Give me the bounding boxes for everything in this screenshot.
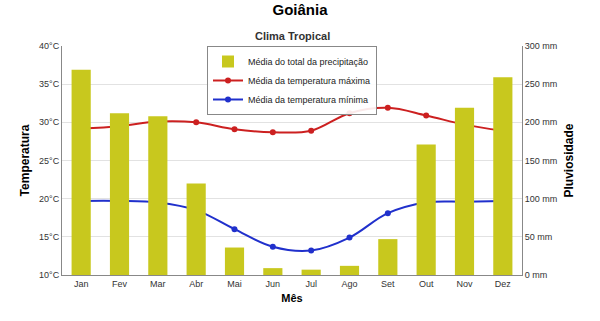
svg-text:Média da temperatura mínima: Média da temperatura mínima	[248, 95, 368, 105]
svg-text:200 mm: 200 mm	[525, 117, 558, 127]
svg-text:Média da temperatura máxima: Média da temperatura máxima	[248, 76, 370, 86]
svg-text:Ago: Ago	[341, 279, 357, 289]
svg-text:Out: Out	[419, 279, 434, 289]
svg-text:Abr: Abr	[189, 279, 203, 289]
svg-text:25°C: 25°C	[39, 156, 60, 166]
svg-text:Dez: Dez	[495, 279, 512, 289]
svg-text:Clima Tropical: Clima Tropical	[255, 30, 330, 42]
svg-text:Temperatura: Temperatura	[18, 124, 32, 196]
svg-text:Mar: Mar	[150, 279, 166, 289]
svg-text:15°C: 15°C	[39, 232, 60, 242]
svg-text:Média do total da precipitação: Média do total da precipitação	[248, 57, 368, 67]
svg-text:Mai: Mai	[227, 279, 242, 289]
svg-text:0 mm: 0 mm	[525, 270, 548, 280]
svg-text:300 mm: 300 mm	[525, 41, 558, 51]
svg-text:Fev: Fev	[112, 279, 128, 289]
svg-text:10°C: 10°C	[39, 270, 60, 280]
svg-text:50 mm: 50 mm	[525, 232, 553, 242]
svg-text:Mês: Mês	[281, 292, 302, 304]
svg-text:Pluviosidade: Pluviosidade	[562, 123, 576, 197]
svg-text:30°C: 30°C	[39, 117, 60, 127]
svg-text:250 mm: 250 mm	[525, 79, 558, 89]
svg-text:100 mm: 100 mm	[525, 194, 558, 204]
svg-text:35°C: 35°C	[39, 79, 60, 89]
svg-text:Jul: Jul	[305, 279, 317, 289]
svg-text:40°C: 40°C	[39, 41, 60, 51]
svg-text:20°C: 20°C	[39, 194, 60, 204]
svg-text:Goiânia: Goiânia	[272, 1, 328, 18]
svg-text:Nov: Nov	[456, 279, 473, 289]
svg-text:Jun: Jun	[266, 279, 281, 289]
svg-text:Set: Set	[381, 279, 395, 289]
svg-text:150 mm: 150 mm	[525, 156, 558, 166]
svg-text:Jan: Jan	[74, 279, 89, 289]
